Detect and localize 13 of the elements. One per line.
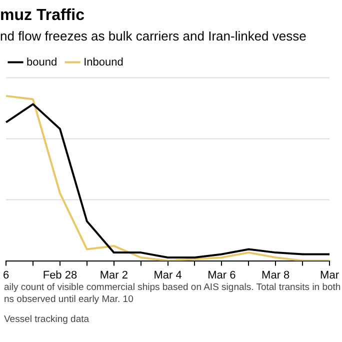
x-tick-label: Mar 8 bbox=[262, 269, 290, 282]
text: Vessel tracking data bbox=[4, 314, 90, 326]
chart-subtitle: nd flow freezes as bulk carriers and Iran-linked vesse bbox=[0, 28, 306, 44]
legend-label: bound bbox=[26, 56, 58, 68]
legend-label: Inbound bbox=[84, 56, 124, 68]
chart-title: muz Traffic bbox=[0, 7, 85, 24]
x-tick-label: Mar bbox=[320, 269, 340, 282]
x-tick-label: Feb 28 bbox=[42, 269, 78, 282]
x-tick-label: Mar 2 bbox=[100, 269, 128, 282]
x-tick-label: Mar 6 bbox=[208, 269, 236, 282]
text: aily count of visible commercial ships based on AIS signals. Total transits in both ns observed until early Mar. 10 bbox=[4, 282, 342, 306]
x-tick-label: 6 bbox=[2, 269, 10, 282]
x-tick-label: Mar 4 bbox=[154, 269, 182, 282]
